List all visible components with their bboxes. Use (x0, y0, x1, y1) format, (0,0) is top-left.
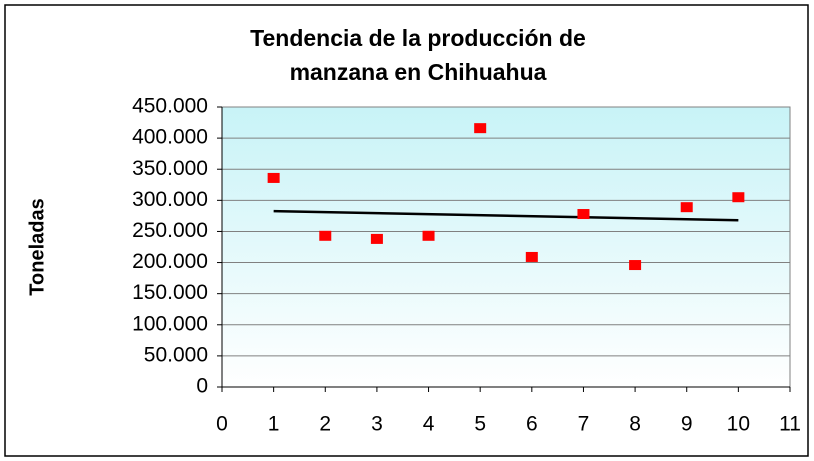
point (732, 192, 745, 203)
x-tick-label: 7 (578, 413, 590, 436)
x-tick-label: 4 (423, 413, 435, 436)
chart-title: Tendencia de la producción de (250, 25, 586, 51)
point (474, 123, 487, 134)
plot-area (221, 106, 791, 388)
x-tick-label: 1 (268, 413, 280, 436)
y-tick-label: 50.000 (144, 343, 208, 366)
x-tick-label: 8 (629, 413, 641, 436)
x-tick-label: 9 (681, 413, 693, 436)
point (680, 202, 693, 213)
x-tick-label: 6 (526, 413, 538, 436)
y-tick-label: 250.000 (132, 219, 208, 242)
y-tick-label: 450.000 (132, 95, 208, 118)
y-tick-label: 400.000 (132, 126, 208, 149)
chart-title: manzana en Chihuahua (290, 59, 547, 85)
y-axis-label: Toneladas (26, 198, 48, 295)
x-tick-label: 3 (371, 413, 383, 436)
x-tick-label: 2 (319, 413, 331, 436)
trendline (273, 209, 739, 222)
point (525, 251, 538, 262)
x-tick-label: 0 (216, 413, 228, 436)
x-tick-label: 11 (779, 413, 801, 436)
point (629, 260, 642, 271)
point (422, 230, 435, 241)
x-tick-label: 5 (474, 413, 486, 436)
point (370, 233, 383, 244)
y-tick-label: 300.000 (132, 188, 208, 211)
y-tick-label: 0 (196, 375, 208, 398)
y-tick-label: 350.000 (132, 157, 208, 180)
y-tick-label: 100.000 (132, 312, 208, 335)
y-tick-label: 200.000 (132, 250, 208, 273)
point (267, 172, 280, 183)
y-tick-label: 150.000 (132, 281, 208, 304)
point (319, 230, 332, 241)
x-tick-label: 10 (727, 413, 750, 436)
point (577, 209, 590, 220)
